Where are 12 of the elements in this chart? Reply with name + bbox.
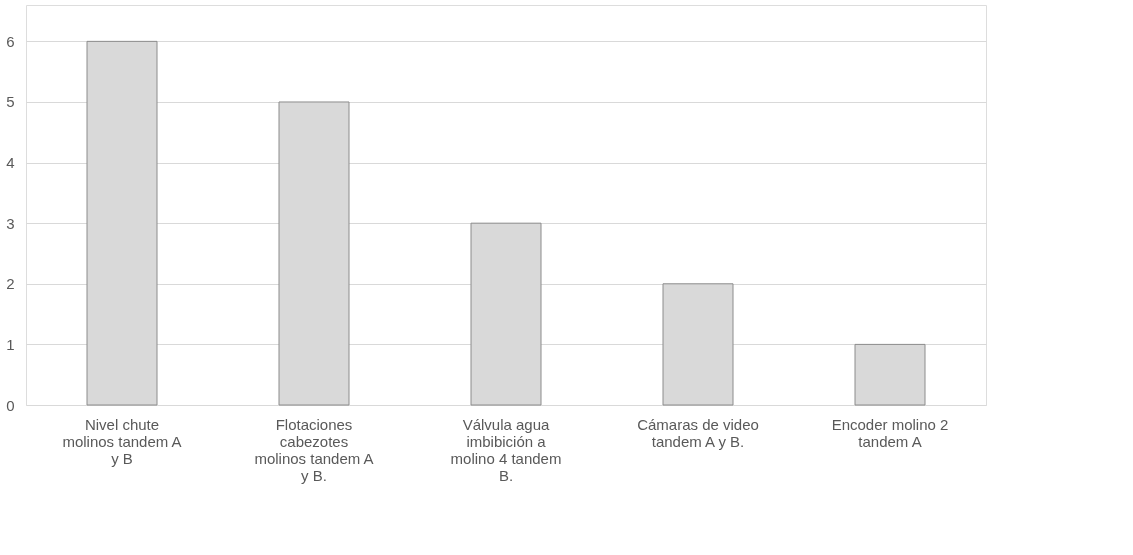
x-tick-label: Flotaciones cabezotes molinos tandem A y B. <box>254 415 374 484</box>
y-tick-label: 0 <box>6 396 15 414</box>
x-tick-label: Encoder molino 2 tandem A <box>831 415 949 450</box>
x-tick-label: Cámaras de video tandem A y B. <box>637 415 759 450</box>
y-tick-label: 4 <box>6 154 15 172</box>
y-tick-label: 1 <box>6 335 15 353</box>
y-tick-label: 5 <box>6 93 15 111</box>
y-tick-label: 6 <box>6 32 15 50</box>
x-tick-label: Válvula agua imbibición a molino 4 tandem B. <box>450 415 562 484</box>
y-tick-label: 3 <box>6 214 15 232</box>
x-tick-label: Nivel chute molinos tandem A y B <box>62 415 182 467</box>
y-tick-label: 2 <box>6 275 15 293</box>
